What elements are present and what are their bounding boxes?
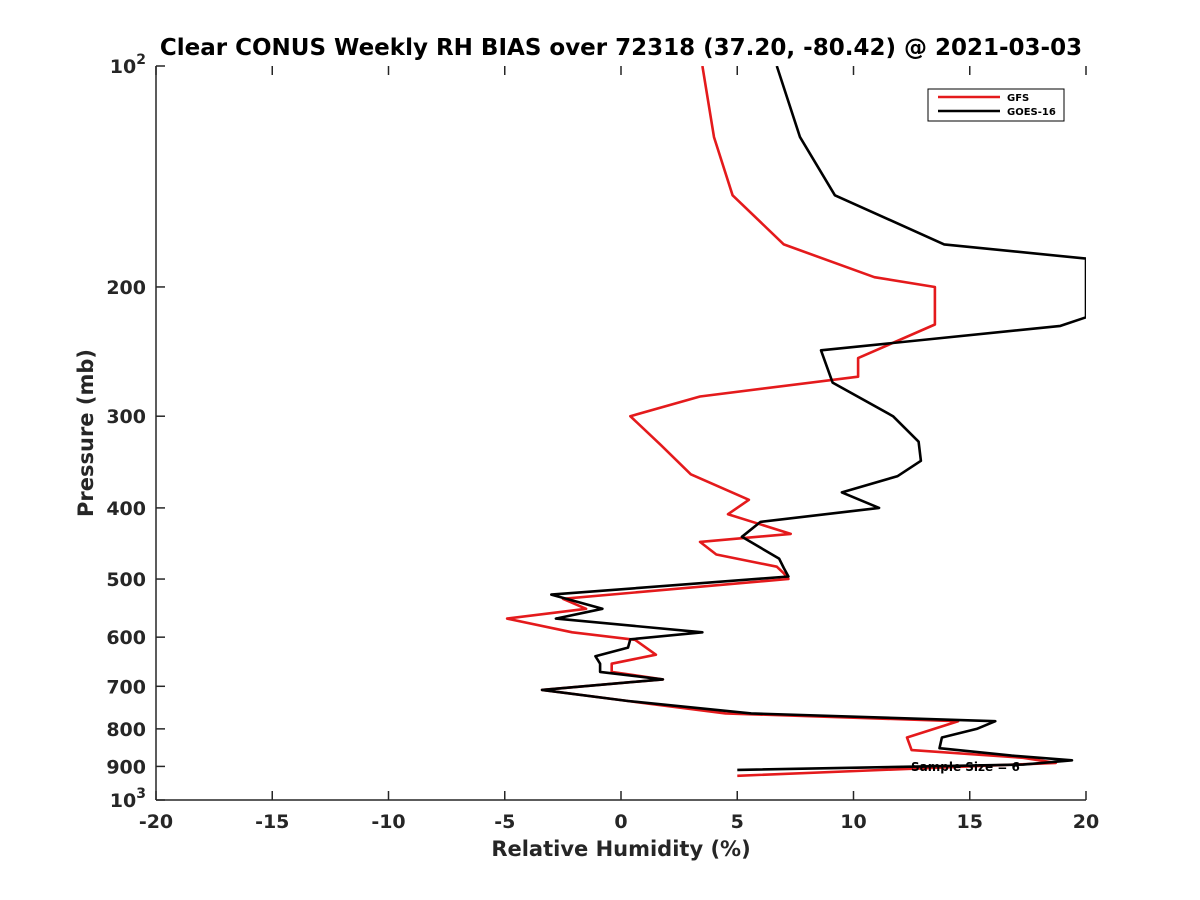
- x-tick-label: 0: [614, 811, 627, 833]
- x-tick-label: 15: [957, 811, 983, 833]
- plot-area: -20 -15 -10 -5 0 5 10 15 20 102 200 300 400 500 600 70…: [106, 52, 1099, 833]
- legend-label-goes-16: GOES-16: [1007, 107, 1056, 118]
- x-tick-label: 20: [1073, 811, 1099, 833]
- legend-box: [927, 88, 1065, 122]
- y-tick-label: 800: [106, 719, 146, 741]
- y-tick-label: 900: [106, 756, 146, 778]
- legend-label-gfs: GFS: [1007, 93, 1029, 104]
- x-tick-label: 5: [731, 811, 744, 833]
- y-tick-label: 200: [106, 277, 146, 299]
- legend: GFS GOES-16: [927, 88, 1065, 122]
- x-tick-label: -5: [494, 811, 515, 833]
- chart-title: Clear CONUS Weekly RH BIAS over 72318 (3…: [160, 35, 1082, 61]
- series-line-gfs: [505, 66, 1058, 778]
- y-tick-label: 103: [110, 786, 146, 812]
- x-tick-label: -10: [371, 811, 405, 833]
- y-tick-label: 700: [106, 676, 146, 698]
- sample-size-annotation: Sample Size = 6: [911, 760, 1020, 774]
- y-tick-label: 300: [106, 406, 146, 428]
- y-axis-label: Pressure (mb): [74, 349, 98, 517]
- x-tick-label: -15: [255, 811, 289, 833]
- series-layer: [505, 66, 1086, 778]
- y-tick-label: 400: [106, 498, 146, 520]
- y-ticks: 102 200 300 400 500 600 700 800 900 103: [106, 52, 165, 812]
- x-tick-label: 10: [840, 811, 866, 833]
- series-line-goes-16: [540, 66, 1086, 772]
- y-tick-label: 600: [106, 627, 146, 649]
- y-tick-label: 500: [106, 569, 146, 591]
- x-ticks: -20 -15 -10 -5 0 5 10 15 20: [139, 66, 1099, 833]
- x-axis-label: Relative Humidity (%): [491, 837, 750, 861]
- x-tick-label: -20: [139, 811, 173, 833]
- y-tick-label: 102: [110, 52, 146, 78]
